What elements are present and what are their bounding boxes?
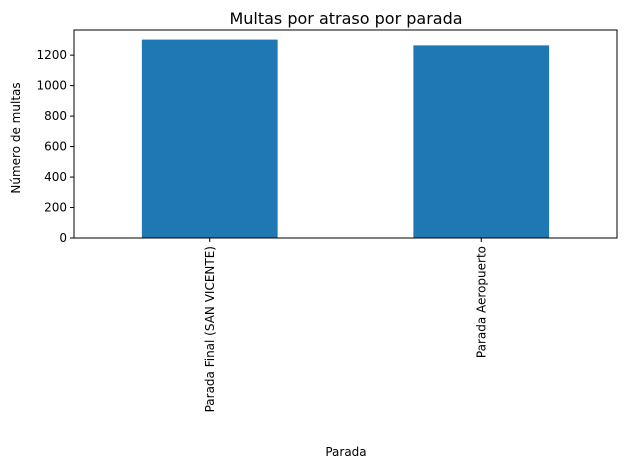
bar — [413, 45, 550, 238]
bars-layer — [141, 39, 550, 238]
y-tick-label: 600 — [44, 140, 67, 154]
x-tick-label: Parada Final (SAN VICENTE) — [203, 246, 217, 412]
bar — [141, 39, 278, 238]
y-tick-label: 1000 — [36, 79, 67, 93]
x-axis: Parada Final (SAN VICENTE) Parada Aeropue… — [203, 238, 488, 412]
y-tick-label: 1200 — [36, 48, 67, 62]
y-axis: 0 200 400 600 800 1000 1200 — [36, 48, 74, 245]
y-tick-label: 800 — [44, 109, 67, 123]
y-axis-label: Número de multas — [9, 82, 23, 193]
chart-title: Multas por atraso por parada — [229, 9, 462, 28]
y-tick-label: 0 — [59, 231, 67, 245]
y-tick-label: 200 — [44, 201, 67, 215]
x-axis-label: Parada — [325, 445, 366, 459]
y-tick-label: 400 — [44, 170, 67, 184]
plot-frame — [73, 29, 618, 239]
x-tick-label: Parada Aeropuerto — [474, 246, 488, 358]
